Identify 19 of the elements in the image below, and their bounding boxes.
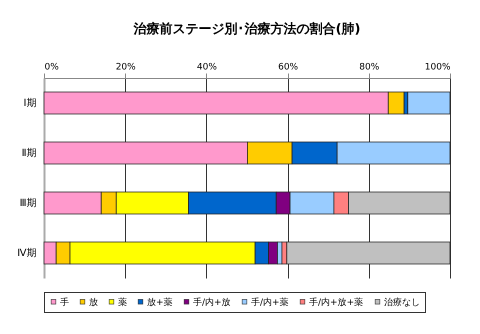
legend-label: 手/内+放+薬 bbox=[309, 296, 364, 308]
x-tick-label: 20% bbox=[116, 62, 136, 72]
legend-label: 放 bbox=[89, 296, 98, 308]
y-tick-label: Ⅳ期 bbox=[17, 247, 36, 259]
legend-label: 手 bbox=[60, 296, 69, 308]
legend-label: 治療なし bbox=[384, 296, 420, 308]
y-tick-label: Ⅰ期 bbox=[24, 97, 36, 109]
x-tick-label: 80% bbox=[359, 62, 380, 72]
legend-label: 薬 bbox=[118, 296, 127, 308]
legend-label: 手/内+放 bbox=[193, 296, 231, 308]
y-tick-label: Ⅲ期 bbox=[20, 197, 36, 209]
legend-label: 手/内+薬 bbox=[251, 296, 289, 308]
legend-label: 放+薬 bbox=[147, 296, 173, 308]
chart-title: 治療前ステージ別･治療方法の割合(肺) bbox=[132, 21, 360, 37]
x-tick-label: 60% bbox=[278, 62, 299, 72]
x-tick-label: 40% bbox=[196, 62, 218, 72]
x-tick-label: 100% bbox=[424, 62, 451, 72]
x-tick-label: 0% bbox=[44, 62, 60, 72]
y-tick-label: Ⅱ期 bbox=[22, 147, 36, 159]
